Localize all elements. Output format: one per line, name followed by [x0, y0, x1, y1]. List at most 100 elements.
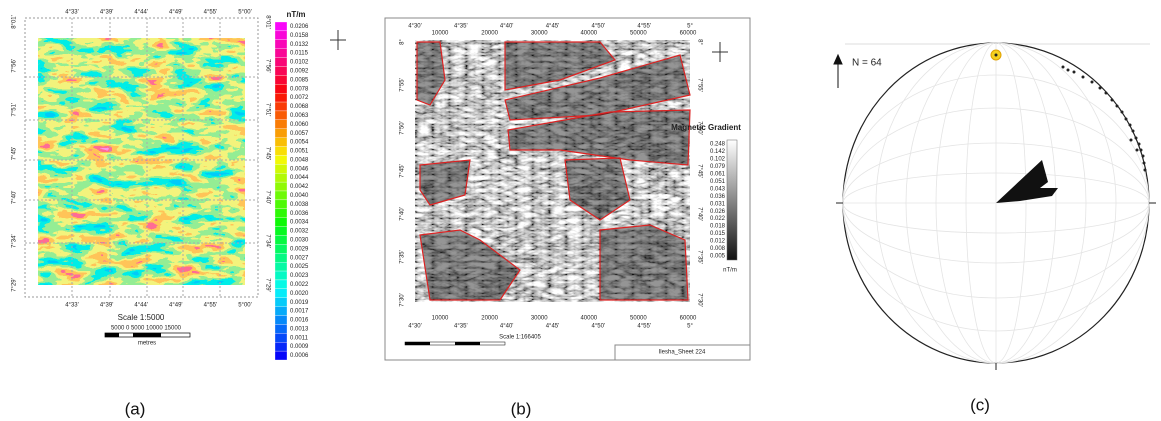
colorbar-label: 0.0013 [290, 326, 309, 332]
lon-tick-label: 4°40' [500, 324, 514, 330]
easting-tick-label: 20000 [481, 316, 498, 322]
colorbar-label: 0.0206 [290, 24, 309, 30]
lat-tick-label: 7°30' [696, 293, 702, 307]
panel-label: (c) [970, 395, 990, 414]
lon-tick-label: 4°55' [204, 10, 218, 16]
panel-label: (b) [511, 399, 532, 418]
panel-b: Magnetic Gradient nT/m Scale 1:166405 Il… [385, 18, 750, 418]
colorbar-label: 0.0023 [290, 273, 309, 279]
lat-tick-label: 7°51' [264, 103, 270, 117]
lat-tick-label: 7°34' [264, 234, 270, 248]
colorbar-label: 0.0044 [290, 175, 309, 181]
colorbar-swatch [275, 351, 287, 360]
colorbar-label: 0.0102 [290, 60, 309, 66]
colorbar-swatch [275, 102, 287, 111]
lat-tick-label: 7°29' [12, 278, 18, 292]
lon-tick-label: 4°30' [408, 324, 422, 330]
lat-tick-label: 7°50' [400, 121, 406, 135]
north-arrow [834, 55, 842, 88]
lat-tick-label: 7°50' [696, 121, 702, 135]
easting-tick-label: 20000 [481, 31, 498, 37]
colorbar-swatch [275, 129, 287, 138]
pole [995, 54, 998, 57]
colorbar-label: 0.0063 [290, 113, 309, 119]
colorbar-label: 0.0046 [290, 166, 309, 172]
colorbar-swatch [275, 316, 287, 325]
scale-bar-labels: 5000 0 5000 10000 15000 [111, 326, 182, 332]
colorbar-label: 0.043 [710, 186, 726, 192]
colorbar-swatch [275, 31, 287, 40]
lon-tick-label: 4°45' [546, 324, 560, 330]
colorbar-swatch [275, 298, 287, 307]
colorbar-swatch [275, 75, 287, 84]
colorbar-label: 0.0085 [290, 77, 309, 83]
colorbar-label: 0.026 [710, 209, 726, 215]
colorbar-label: 0.036 [710, 194, 726, 200]
colorbar-label: 0.0019 [290, 300, 309, 306]
colorbar-label: 0.0036 [290, 211, 309, 217]
lon-tick-label: 4°55' [637, 24, 651, 30]
scale: Scale 1:166405 [499, 335, 541, 341]
easting-tick-label: 50000 [630, 316, 647, 322]
easting-tick-label: 40000 [580, 316, 597, 322]
lon-tick-label: 5°00' [238, 303, 252, 309]
lon-tick-label: 4°55' [637, 324, 651, 330]
lon-tick-label: 4°40' [500, 24, 514, 30]
colorbar-label: 0.0042 [290, 184, 309, 190]
colorbar-swatch [275, 289, 287, 298]
colorbar-label: 0.102 [710, 157, 726, 163]
lon-tick-label: 4°33' [65, 303, 79, 309]
colorbar-swatch [275, 111, 287, 120]
easting-tick-label: 10000 [432, 316, 449, 322]
colorbar-swatch [275, 164, 287, 173]
colorbar-label: 0.0132 [290, 42, 309, 48]
easting-tick-label: 10000 [432, 31, 449, 37]
colorbar-label: 0.031 [710, 201, 726, 207]
colorbar-label: 0.0030 [290, 237, 309, 243]
sheet-name: Ilesha_Sheet 224 [659, 350, 706, 356]
lat-tick-label: 7°34' [12, 234, 18, 248]
colorbar-swatch [275, 40, 287, 49]
colorbar-swatch [275, 93, 287, 102]
colorbar-swatch [275, 307, 287, 316]
colorbar-label: 0.0068 [290, 104, 309, 110]
colorbar-label: 0.0017 [290, 309, 309, 315]
lon-tick-label: 4°35' [454, 24, 468, 30]
colorbar-label: 0.0057 [290, 131, 309, 137]
colorbar-label: 0.0006 [290, 353, 309, 359]
lat-tick-label: 7°35' [696, 250, 702, 264]
colorbar [727, 140, 737, 260]
unit: nT/m [723, 268, 737, 274]
page: {"panels": { "a": {"label": "(a)", "unit… [0, 0, 1161, 421]
lat-tick-label: 7°45' [264, 147, 270, 161]
lat-tick-label: 7°35' [400, 250, 406, 264]
colorbar-label: 0.079 [710, 164, 726, 170]
colorbar-label: 0.248 [710, 142, 726, 148]
lon-tick-label: 4°55' [204, 303, 218, 309]
colorbar-label: 0.0011 [290, 335, 309, 341]
figure: nT/m Scale 1:5000 5000 0 5000 10000 1500… [0, 0, 1161, 421]
lon-tick-label: 5° [687, 324, 693, 330]
colorbar-swatch [275, 66, 287, 75]
colorbar-swatch [275, 342, 287, 351]
lon-tick-label: 4°30' [408, 24, 422, 30]
colorbar-label: 0.0060 [290, 122, 309, 128]
lon-tick-label: 4°33' [65, 10, 79, 16]
colorbar-swatch [275, 280, 287, 289]
colorbar-label: 0.0115 [290, 51, 309, 57]
colorbar-label: 0.0072 [290, 95, 309, 101]
easting-tick-label: 30000 [531, 31, 548, 37]
lat-tick-label: 7°45' [400, 164, 406, 178]
colorbar-swatch [275, 253, 287, 262]
easting-tick-label: 50000 [630, 31, 647, 37]
lat-tick-label: 7°56' [12, 59, 18, 73]
colorbar-swatch [275, 84, 287, 93]
lon-tick-label: 4°50' [592, 24, 606, 30]
colorbar-label: 0.0027 [290, 255, 309, 261]
n-count: N = 64 [852, 58, 882, 69]
lat-tick-label: 8°01' [264, 15, 270, 29]
colorbar-swatch [275, 155, 287, 164]
colorbar-swatch [275, 138, 287, 147]
colorbar-label: 0.012 [710, 239, 726, 245]
colorbar-swatch [275, 271, 287, 280]
